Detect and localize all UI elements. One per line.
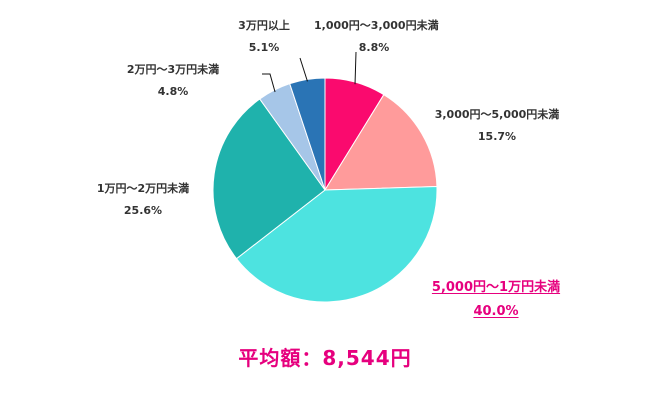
slice-label-30000-plus: 3万円以上 5.1% — [224, 15, 304, 59]
pie-slice-3000-5000 — [324, 94, 438, 191]
slice-category-label: 5,000円～1万円未満 — [431, 280, 561, 295]
slice-label-10000-20000: 1万円～2万円未満 25.6% — [88, 178, 198, 222]
slice-value-label: 40.0% — [473, 304, 519, 319]
slice-label-3000-5000: 3,000円～5,000円未満 15.7% — [432, 104, 562, 148]
leader-line-30000-plus — [299, 57, 308, 82]
slice-category-label: 3,000円～5,000円未満 — [434, 108, 560, 121]
slice-category-label: 2万円～3万円未満 — [126, 63, 220, 76]
slice-value-label: 15.7% — [477, 130, 517, 143]
pie-slice-10000-20000 — [212, 98, 326, 260]
slice-value-label: 8.8% — [358, 41, 390, 54]
slice-label-1000-3000: 1,000円～3,000円未満 8.8% — [314, 15, 439, 59]
pie-slices — [212, 77, 438, 303]
slice-label-20000-30000: 2万円～3万円未満 4.8% — [114, 59, 232, 103]
slice-value-label: 5.1% — [248, 41, 280, 54]
leader-line-20000-30000 — [262, 73, 276, 93]
slice-category-label: 1,000円～3,000円未満 — [314, 19, 439, 32]
slice-value-label: 4.8% — [157, 85, 189, 98]
leader-lines — [262, 51, 357, 93]
slice-category-label: 3万円以上 — [238, 19, 290, 32]
leader-line-1000-3000 — [354, 51, 357, 85]
slice-label-5000-10000: 5,000円～1万円未満 40.0% — [418, 276, 574, 324]
slice-value-label: 25.6% — [123, 204, 163, 217]
pie-slice-5000-10000 — [235, 185, 438, 303]
slice-category-label: 1万円～2万円未満 — [96, 182, 190, 195]
average-amount-label: 平均額：8,544円 — [238, 346, 412, 370]
